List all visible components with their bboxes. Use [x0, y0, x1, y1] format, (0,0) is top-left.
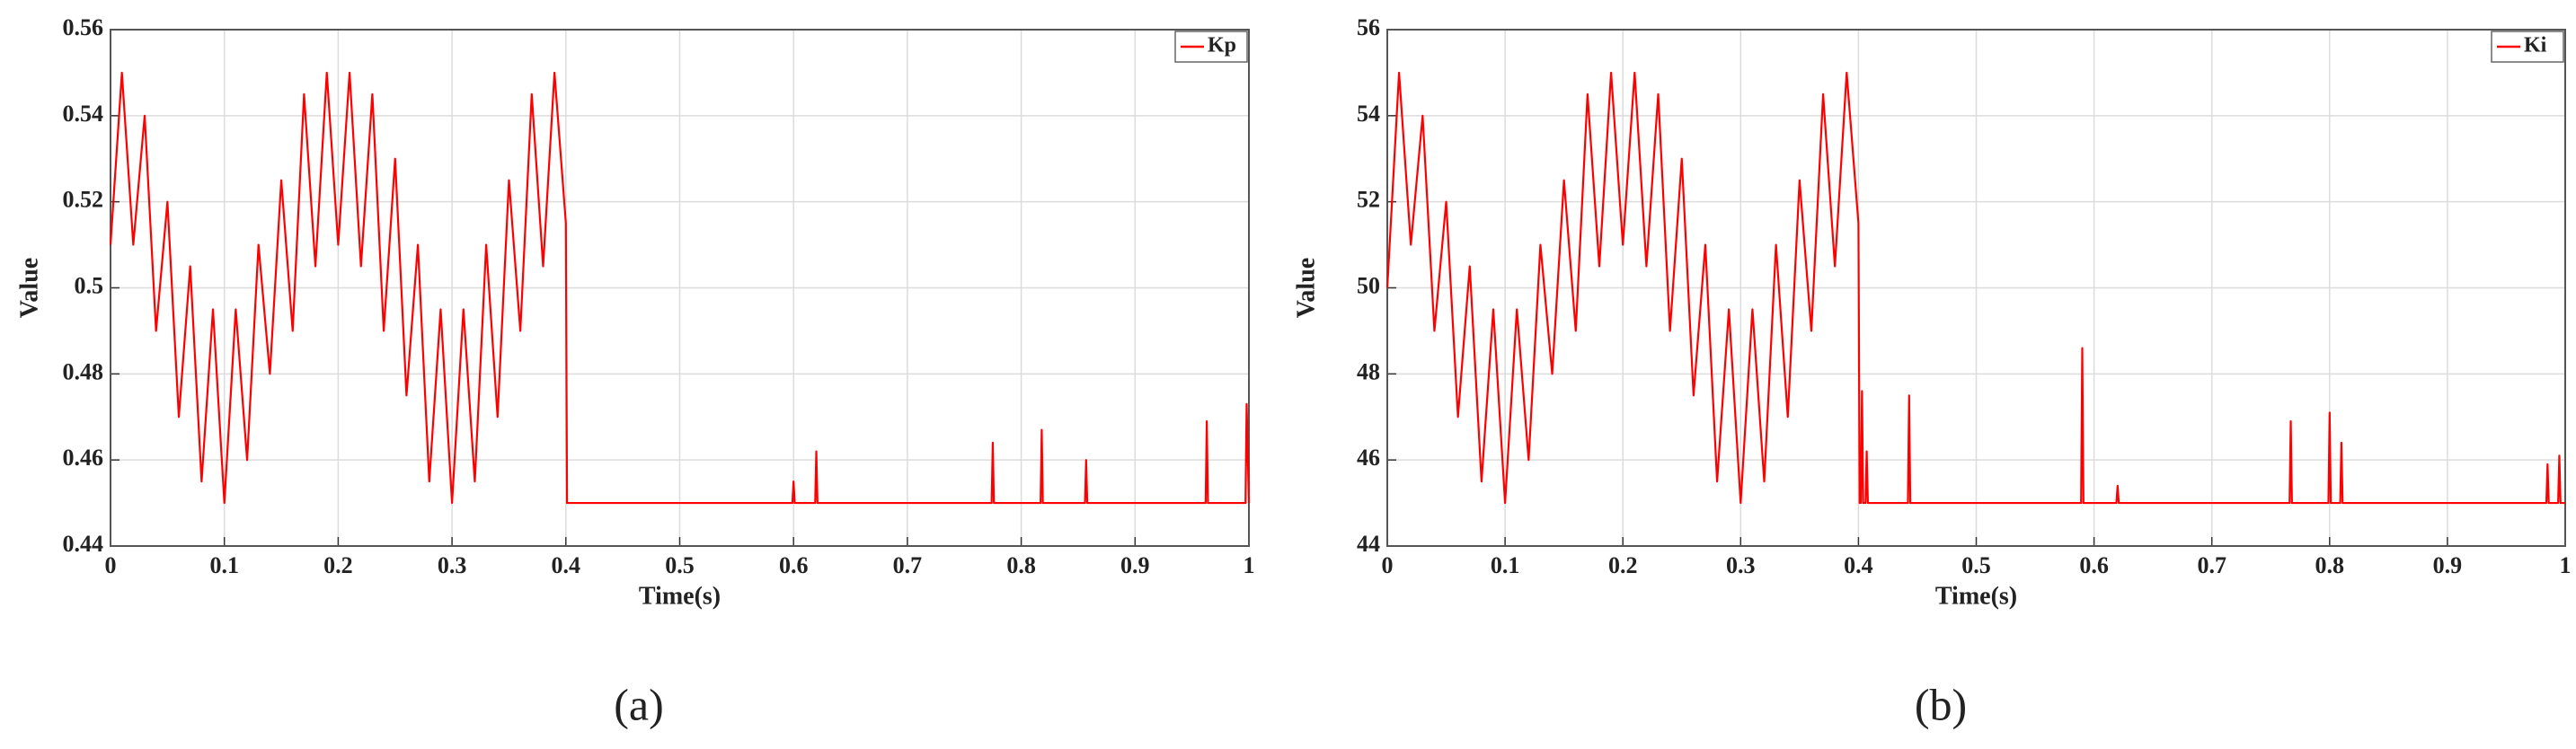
x-tick-label: 0.4	[1844, 552, 1873, 578]
x-tick-label: 0.8	[2315, 552, 2345, 578]
x-tick-label: 0.1	[1491, 552, 1520, 578]
subfigure-label: (a)	[614, 679, 664, 729]
x-tick-label: 0.3	[438, 552, 467, 578]
y-tick-label: 48	[1357, 358, 1380, 384]
x-tick-label: 0.3	[1726, 552, 1756, 578]
x-tick-label: 0	[105, 552, 117, 578]
x-tick-label: 0.2	[1608, 552, 1638, 578]
y-tick-label: 46	[1357, 445, 1380, 471]
legend-box	[2491, 31, 2564, 63]
x-tick-label: 0.6	[2079, 552, 2109, 578]
y-tick-label: 44	[1357, 531, 1380, 557]
x-tick-label: 1	[1244, 552, 1255, 578]
y-tick-label: 0.5	[75, 272, 104, 298]
legend-label: Ki	[2524, 34, 2547, 57]
data-line	[1385, 71, 2565, 505]
y-tick-label: 0.52	[63, 187, 104, 213]
x-tick-label: 0.7	[2197, 552, 2226, 578]
y-tick-label: 50	[1357, 272, 1380, 298]
y-tick-label: 56	[1357, 14, 1380, 40]
y-axis-label: Value	[15, 258, 43, 318]
axes-frame	[110, 29, 1250, 547]
x-tick-label: 1	[2560, 552, 2572, 578]
x-axis-label: Time(s)	[1935, 582, 2017, 610]
x-tick-label: 0.9	[1120, 552, 1150, 578]
x-tick-label: 0.4	[552, 552, 581, 578]
data-line	[109, 71, 1251, 505]
subfigure-label: (b)	[1915, 679, 1967, 729]
x-tick-label: 0	[1382, 552, 1394, 578]
y-tick-label: 52	[1357, 187, 1380, 213]
x-tick-label: 0.7	[893, 552, 923, 578]
x-tick-label: 0.1	[209, 552, 239, 578]
y-tick-label: 0.44	[63, 531, 104, 557]
x-tick-label: 0.5	[665, 552, 695, 578]
x-axis-label: Time(s)	[639, 582, 721, 610]
x-tick-label: 0.9	[2433, 552, 2463, 578]
legend-label: Kp	[1208, 34, 1236, 57]
y-tick-label: 0.48	[63, 358, 104, 384]
y-axis-label: Value	[1292, 258, 1320, 318]
y-tick-label: 54	[1357, 101, 1380, 127]
x-tick-label: 0.8	[1006, 552, 1036, 578]
x-tick-label: 0.2	[323, 552, 353, 578]
x-tick-label: 0.5	[1961, 552, 1991, 578]
y-tick-label: 0.54	[63, 101, 104, 127]
y-tick-label: 0.46	[63, 445, 104, 471]
y-tick-label: 0.56	[63, 14, 104, 40]
x-tick-label: 0.6	[779, 552, 809, 578]
